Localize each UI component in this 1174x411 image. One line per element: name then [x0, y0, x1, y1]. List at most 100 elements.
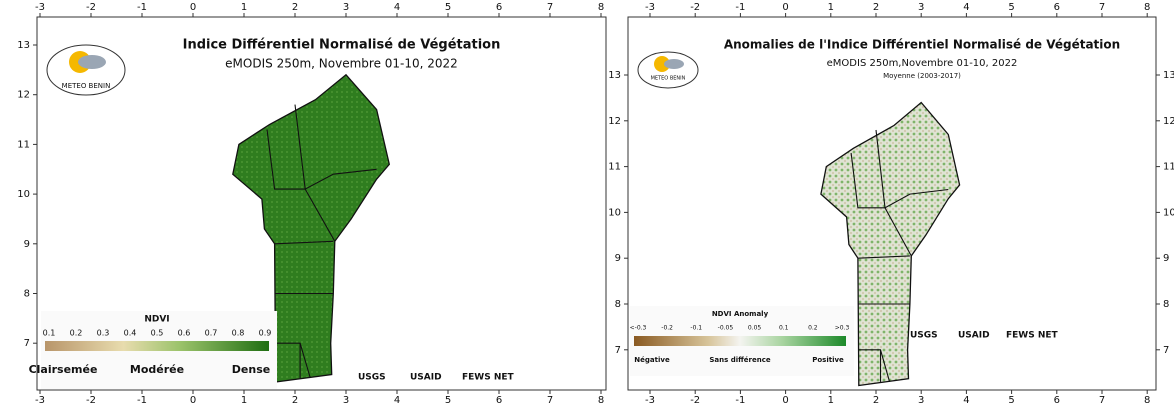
lat-tick-label: 12	[17, 90, 30, 101]
map-subtitle: eMODIS 250m,Novembre 01-10, 2022	[827, 58, 1018, 69]
department-border	[875, 129, 886, 208]
legend-tick-label: 0.6	[178, 329, 191, 338]
lon-tick-label: 6	[496, 2, 502, 13]
benin-map	[232, 73, 391, 383]
lon-tick-label: -1	[137, 395, 147, 406]
lon-tick-label: 1	[241, 2, 247, 13]
legend-title: NDVI	[144, 315, 169, 325]
lon-tick-label: -2	[690, 2, 700, 13]
legend-tick-label: <-0.3	[630, 325, 647, 332]
lon-tick-label: 4	[963, 2, 969, 13]
map-title: Anomalies de l'Indice Différentiel Norma…	[724, 38, 1120, 52]
credit-logo: USGS	[358, 373, 386, 383]
lat-tick-label: 9	[24, 239, 30, 250]
lon-tick-label: 7	[547, 395, 553, 406]
legend-class: Modérée	[130, 363, 184, 376]
lon-tick-label: -2	[690, 395, 700, 406]
lat-tick-label: 7	[615, 345, 621, 356]
lon-tick-label: 5	[445, 395, 451, 406]
lat-tick-label: 7	[1163, 345, 1169, 356]
credit-logo: FEWS NET	[1006, 331, 1059, 341]
lon-tick-label: 6	[496, 395, 502, 406]
logo-cloud	[664, 59, 684, 69]
lon-tick-label: -1	[735, 395, 745, 406]
credit-logo: USGS	[910, 331, 938, 341]
legend-tick-label: -0.2	[661, 325, 673, 332]
department-border	[884, 207, 912, 257]
lat-tick-label: 8	[1163, 299, 1169, 310]
credit-logo: USAID	[958, 331, 990, 341]
benin-map	[820, 101, 961, 387]
logo	[637, 51, 699, 89]
lon-tick-label: 8	[1144, 395, 1150, 406]
lon-tick-label: 2	[292, 2, 298, 13]
legend-gradient	[45, 341, 269, 351]
lat-tick-label: 7	[24, 338, 30, 349]
lon-tick-label: -3	[35, 2, 45, 13]
lat-tick-label: 9	[615, 253, 621, 264]
legend-tick-label: 0.2	[70, 329, 83, 338]
lon-tick-label: -2	[86, 395, 96, 406]
lon-tick-label: 8	[1144, 2, 1150, 13]
lat-tick-label: 11	[608, 162, 621, 173]
legend-tick-label: 0.7	[205, 329, 218, 338]
lon-tick-label: 4	[394, 2, 400, 13]
lon-tick-label: 3	[918, 2, 924, 13]
legend-class: Négative	[634, 356, 670, 364]
lat-tick-label: 13	[17, 40, 30, 51]
legend-tick-label: 0.4	[124, 329, 137, 338]
lat-tick-label: 9	[1163, 253, 1169, 264]
legend-tick-label: 0.8	[232, 329, 245, 338]
lat-tick-label: 11	[17, 139, 30, 150]
lon-tick-label: 2	[292, 395, 298, 406]
lon-tick-label: -1	[735, 2, 745, 13]
lon-tick-label: 6	[1054, 2, 1060, 13]
lon-tick-label: 8	[598, 2, 604, 13]
map-subtitle: eMODIS 250m, Novembre 01-10, 2022	[225, 57, 458, 71]
lon-tick-label: 6	[1054, 395, 1060, 406]
lon-tick-label: 0	[782, 2, 788, 13]
legend-class: Clairsemée	[29, 363, 98, 376]
logo-text: METEO BENIN	[62, 82, 111, 90]
lat-tick-label: 13	[1163, 70, 1174, 81]
lon-tick-label: 4	[963, 395, 969, 406]
legend-gradient	[634, 336, 846, 346]
map-panel: -3-3-2-2-1-10011223344556677887891011121…	[17, 2, 607, 406]
lon-tick-label: -3	[645, 2, 655, 13]
lat-tick-label: 11	[1163, 162, 1174, 173]
lon-tick-label: 2	[873, 395, 879, 406]
credit-logo: USAID	[410, 373, 442, 383]
department-border	[857, 255, 910, 259]
lat-tick-label: 12	[1163, 116, 1174, 127]
lon-tick-label: -3	[645, 395, 655, 406]
lon-tick-label: 2	[873, 2, 879, 13]
lon-tick-label: 3	[343, 395, 349, 406]
credit-logo: FEWS NET	[462, 373, 515, 383]
department-border	[274, 240, 334, 245]
lon-tick-label: -3	[35, 395, 45, 406]
lat-tick-label: 13	[608, 70, 621, 81]
legend-tick-label: 0.9	[259, 329, 272, 338]
logo-text: METEO BENIN	[651, 76, 686, 82]
lat-tick-label: 10	[1163, 207, 1174, 218]
logo-sun	[654, 56, 670, 72]
department-border	[294, 104, 306, 190]
legend-tick-label: 0.5	[151, 329, 164, 338]
lat-tick-label: 10	[608, 207, 621, 218]
lon-tick-label: 1	[828, 2, 834, 13]
logo-cloud	[78, 55, 106, 69]
legend-tick-label: 0.2	[808, 325, 818, 332]
lon-tick-label: 7	[1099, 2, 1105, 13]
lon-tick-label: 0	[190, 2, 196, 13]
lon-tick-label: 1	[241, 395, 247, 406]
lon-tick-label: -2	[86, 2, 96, 13]
lon-tick-label: 5	[1008, 395, 1014, 406]
lat-tick-label: 8	[615, 299, 621, 310]
lat-tick-label: 8	[24, 289, 30, 300]
lon-tick-label: -1	[137, 2, 147, 13]
lon-tick-label: 0	[782, 395, 788, 406]
lon-tick-label: 5	[445, 2, 451, 13]
lon-tick-label: 3	[343, 2, 349, 13]
legend-tick-label: 0.1	[779, 325, 789, 332]
